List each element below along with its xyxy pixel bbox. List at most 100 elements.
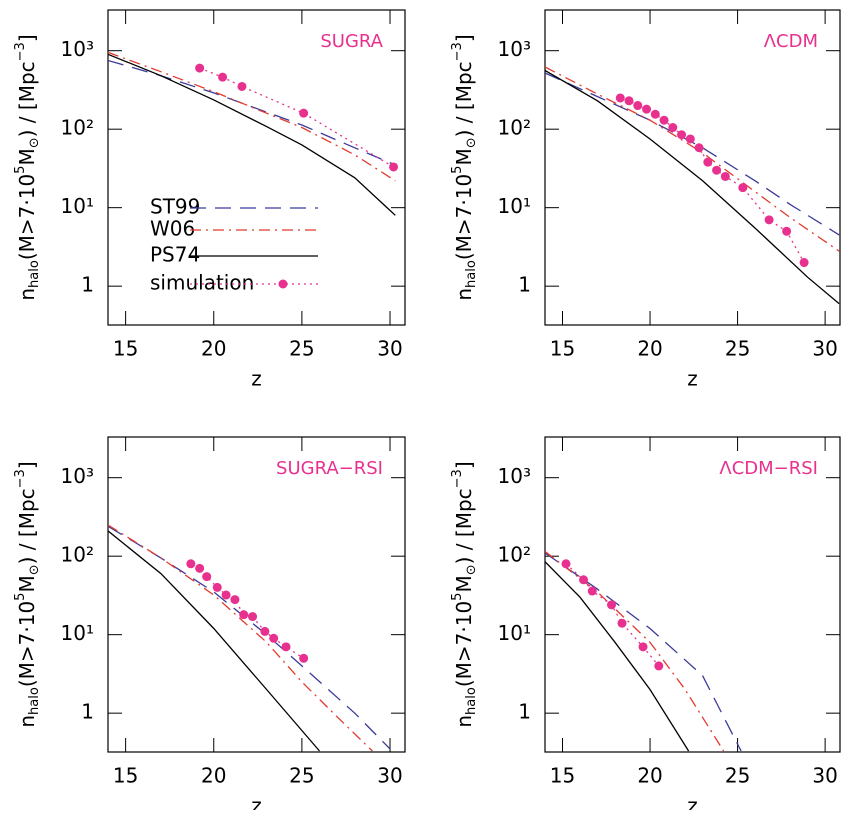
y-axis-label-part: n <box>452 288 476 301</box>
series-group <box>108 51 399 216</box>
y-axis-label-part: ] <box>452 461 476 469</box>
data-point <box>269 633 279 643</box>
y-axis-label-part: −3 <box>450 469 465 488</box>
y-tick-label: 10³ <box>61 37 94 61</box>
series-line <box>620 97 805 263</box>
data-point <box>764 215 774 225</box>
x-tick-label: 25 <box>725 337 750 361</box>
legend-label: simulation <box>150 271 254 295</box>
series-line <box>108 59 396 166</box>
y-axis-label-part: n <box>452 715 476 728</box>
data-point <box>703 157 713 167</box>
panel-title: ΛCDM−RSI <box>719 458 818 479</box>
data-point <box>720 171 730 181</box>
y-axis-label-part: M <box>452 575 476 592</box>
data-point <box>299 108 309 118</box>
y-axis-label-part: −3 <box>13 469 28 488</box>
data-point <box>624 96 634 106</box>
y-axis-label-part: ] <box>15 461 39 469</box>
y-axis-label-part: 5 <box>13 166 28 174</box>
panel: 15 20 25 30 1 10¹ 10² 10³ z nhalo(M>7·105M⊙) / [M… <box>13 9 406 391</box>
x-tick-label: 15 <box>113 337 138 361</box>
y-tick-label: 10¹ <box>61 621 94 645</box>
plot-frame <box>107 436 406 753</box>
data-point <box>186 559 196 569</box>
y-tick-label: 10³ <box>498 37 531 61</box>
y-axis-label-part: ⊙ <box>464 564 479 575</box>
data-point <box>202 572 212 582</box>
series-group <box>545 550 742 752</box>
y-tick-label: 1 <box>518 700 531 724</box>
y-axis-label-part: n <box>15 715 39 728</box>
plot-frame <box>544 436 841 753</box>
y-axis-label-part: 5 <box>450 593 465 601</box>
series-line <box>108 524 373 752</box>
legend-label: W06 <box>150 217 195 241</box>
data-point <box>738 183 748 193</box>
data-point <box>212 582 222 592</box>
y-axis-label-part: ) / [Mpc <box>452 488 476 564</box>
series-line <box>108 530 320 752</box>
series-line <box>545 550 725 752</box>
x-axis-label: z <box>251 794 262 811</box>
data-point <box>668 123 678 133</box>
series-line <box>199 67 394 168</box>
data-point <box>642 104 652 114</box>
x-tick-label: 15 <box>113 764 138 788</box>
series-group <box>108 524 391 752</box>
legend-label: ST99 <box>150 195 200 219</box>
data-point <box>221 590 231 600</box>
plot-frame <box>544 9 841 326</box>
panel: 15 20 25 30 1 10¹ 10² 10³ z nhalo(M>7·105M⊙) / [M… <box>450 9 841 391</box>
y-axis-label-part: 5 <box>13 593 28 601</box>
data-point <box>218 72 228 82</box>
data-point <box>617 618 627 628</box>
y-axis-label-part: halo <box>27 687 42 715</box>
y-axis-label-part: M <box>452 148 476 165</box>
y-axis-label-part: M <box>15 575 39 592</box>
y-tick-label: 1 <box>518 273 531 297</box>
data-point <box>782 226 792 236</box>
legend-marker <box>278 279 288 289</box>
data-point <box>654 661 664 671</box>
data-point <box>237 81 247 91</box>
x-tick-label: 30 <box>377 764 402 788</box>
series-line <box>545 552 742 752</box>
y-axis-label-part: −3 <box>450 42 465 61</box>
y-axis-label: nhalo(M>7·105M⊙) / [Mpc−3] <box>450 461 479 727</box>
y-axis-label-part: 5 <box>450 166 465 174</box>
y-tick-label: 10² <box>61 543 94 567</box>
y-axis-label-part: n <box>15 288 39 301</box>
series-line <box>545 69 840 305</box>
y-axis-label-part: −3 <box>13 42 28 61</box>
y-axis-label-part: ) / [Mpc <box>15 488 39 564</box>
series-line <box>545 561 690 752</box>
y-axis-label-part: ) / [Mpc <box>452 61 476 137</box>
data-point <box>260 626 270 636</box>
data-point <box>712 165 722 175</box>
y-axis-label-part: (M>7·10 <box>452 601 476 687</box>
y-tick-label: 10³ <box>498 464 531 488</box>
data-point <box>694 143 704 153</box>
y-axis-label-part: (M>7·10 <box>452 174 476 260</box>
y-axis-label-part: (M>7·10 <box>15 174 39 260</box>
x-axis-label: z <box>251 367 262 391</box>
y-tick-label: 10² <box>498 543 531 567</box>
y-tick-label: 10³ <box>61 464 94 488</box>
panel-title: SUGRA <box>320 31 383 52</box>
legend-label: PS74 <box>150 243 200 267</box>
series-line <box>108 51 396 182</box>
y-axis-label: nhalo(M>7·105M⊙) / [Mpc−3] <box>450 34 479 300</box>
y-tick-label: 1 <box>81 273 94 297</box>
data-point <box>615 93 625 103</box>
plot-frame <box>107 9 406 326</box>
data-point <box>799 258 809 268</box>
data-point <box>230 595 240 605</box>
data-point <box>561 559 571 569</box>
y-axis-label: nhalo(M>7·105M⊙) / [Mpc−3] <box>13 34 42 300</box>
y-axis-label-part: ⊙ <box>27 137 42 148</box>
y-tick-label: 1 <box>81 700 94 724</box>
x-tick-label: 25 <box>289 337 314 361</box>
panel-title: SUGRA−RSI <box>276 458 383 479</box>
